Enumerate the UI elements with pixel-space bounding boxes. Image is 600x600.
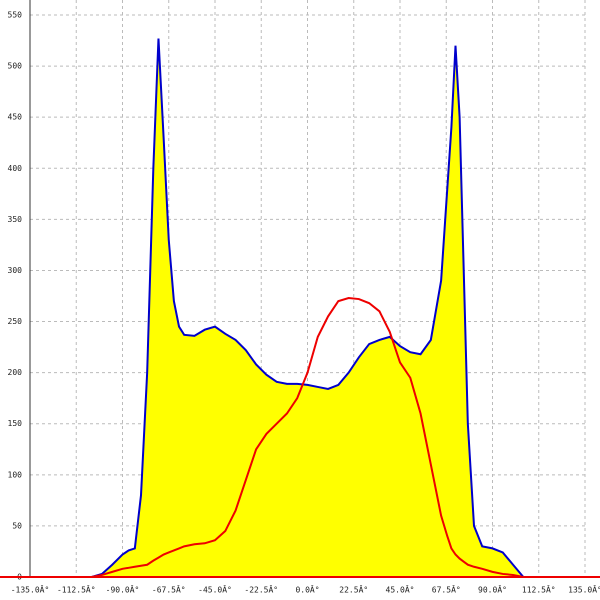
x-tick-label: -45.0Â° — [198, 584, 232, 595]
area — [91, 38, 524, 577]
line — [91, 297, 524, 578]
y-tick-label: 200 — [8, 368, 23, 377]
x-tick-label: 22.5Â° — [339, 584, 368, 595]
x-tick-label: 0.0Â° — [295, 584, 319, 595]
x-tick-label: -22.5Â° — [244, 584, 278, 595]
y-tick-label: 500 — [8, 62, 23, 71]
x-tick-label: -112.5Â° — [57, 584, 96, 595]
y-tick-label: 400 — [8, 164, 23, 173]
y-tick-label: 450 — [8, 113, 23, 122]
x-tick-label: 135.0Â° — [568, 584, 600, 595]
y-tick-label: 150 — [8, 419, 23, 428]
x-tick-label: -67.5Â° — [152, 584, 186, 595]
x-tick-label: 67.5Â° — [432, 584, 461, 595]
y-tick-label: 550 — [8, 11, 23, 20]
x-tick-label: 112.5Â° — [522, 584, 556, 595]
x-tick-label: 90.0Â° — [478, 584, 507, 595]
y-tick-label: 300 — [8, 266, 23, 275]
x-tick-label: 45.0Â° — [386, 584, 415, 595]
x-tick-label: -90.0Â° — [106, 584, 140, 595]
y-tick-label: 50 — [12, 521, 22, 530]
y-tick-label: 350 — [8, 215, 23, 224]
y-tick-label: 250 — [8, 317, 23, 326]
x-tick-label: -135.0Â° — [11, 584, 50, 595]
y-tick-label: 100 — [8, 470, 23, 479]
